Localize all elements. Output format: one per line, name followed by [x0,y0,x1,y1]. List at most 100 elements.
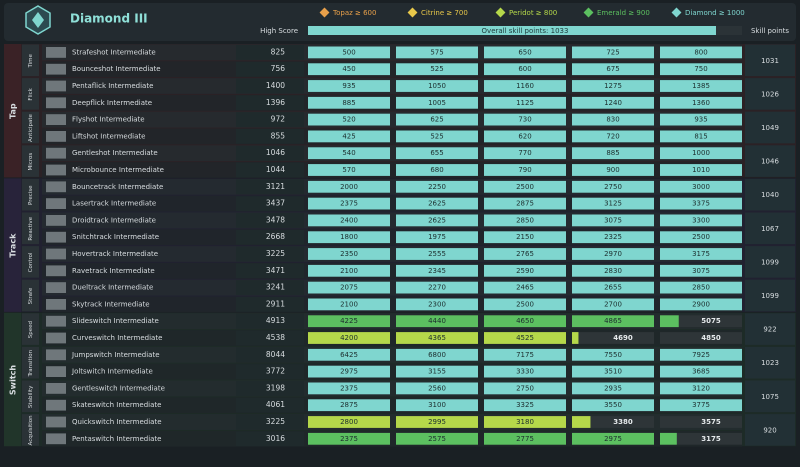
high-score-cell [236,162,304,178]
threshold: 5075 [701,317,721,325]
subgroup-strip [22,380,39,413]
threshold: 2995 [428,418,446,426]
threshold: 2975 [604,435,622,443]
row-bg [42,44,742,61]
threshold: 2100 [340,300,358,308]
threshold-fill [572,382,654,395]
threshold: 790 [518,166,531,174]
threshold: 2150 [516,233,534,241]
threshold-fill [308,113,390,126]
threshold-fill [660,348,742,361]
high-score-cell [236,431,304,447]
high-score: 1400 [266,81,285,90]
threshold-fill [396,96,478,109]
subgroup-label: Micros [28,153,34,171]
threshold: 885 [606,149,619,157]
threshold: 935 [342,82,355,90]
row-bg [42,61,742,78]
threshold-fill [308,298,390,311]
scenario-name: Lasertrack Intermediate [72,200,156,208]
threshold-fill [572,46,654,59]
threshold: 2625 [428,200,446,208]
threshold-fill [484,80,566,92]
high-score: 4061 [266,400,285,409]
subgroup-label: Acquisition [28,415,34,446]
threshold: 2830 [604,267,622,275]
threshold-fill [572,130,654,143]
threshold-fill [660,399,742,412]
scenario-name: Deepflick Intermediate [72,99,152,107]
threshold: 885 [342,99,355,107]
threshold: 520 [342,116,355,124]
high-score: 3437 [266,199,285,208]
high-score-cell [236,129,304,144]
threshold: 525 [430,132,443,140]
scenario-name: Liftshot Intermediate [72,132,145,140]
threshold-fill [484,315,566,328]
threshold: 4865 [604,317,622,325]
skill-points: 1046 [761,158,779,166]
skill-points-cell [745,212,795,245]
threshold: 1360 [692,99,710,107]
threshold-fill [572,264,654,277]
threshold-fill [484,164,566,176]
threshold: 4650 [516,317,534,325]
threshold: 3380 [613,418,633,426]
threshold-fill [308,231,390,244]
high-score: 3121 [266,182,285,191]
high-score-cell [236,246,304,262]
row-bg [42,414,742,430]
threshold-fill [308,130,390,143]
scenario-icon [46,164,66,176]
scenario-icon [46,416,66,428]
threshold-fill [484,248,566,260]
high-score: 2911 [266,299,285,308]
high-score: 3198 [266,383,285,392]
threshold: 3100 [428,401,446,409]
threshold: 3155 [428,368,446,376]
high-score-cell [236,213,304,228]
rank-label: Citrine ≥ 700 [421,9,468,17]
row-bg [42,430,742,447]
threshold-fill [660,130,742,143]
subgroup-strip [22,178,39,211]
threshold: 3550 [604,401,622,409]
high-score: 1396 [266,98,285,107]
threshold-fill [396,147,478,160]
threshold-fill [572,197,654,210]
high-score: 3016 [266,434,285,443]
threshold-fill [572,298,654,311]
threshold-fill [572,63,654,76]
high-score-cell [236,397,304,413]
threshold: 3075 [604,216,622,224]
high-score-cell [236,297,304,312]
threshold: 2500 [692,233,710,241]
row-bg [42,296,742,313]
threshold: 3575 [701,418,721,426]
threshold-fill [660,63,742,76]
skill-points: 1040 [761,191,779,199]
threshold: 3120 [692,384,710,392]
threshold-fill [308,332,390,344]
threshold-fill [396,248,478,260]
skill-points: 1049 [761,124,779,132]
threshold: 1385 [692,82,710,90]
subgroup-strip [22,414,39,446]
threshold-fill [308,399,390,412]
threshold: 3330 [516,368,534,376]
subgroup-label: Flick [28,87,34,100]
scenario-name: Strafeshot Intermediate [72,48,156,56]
threshold: 3300 [692,216,710,224]
high-score-cell [236,381,304,396]
threshold-fill [660,315,679,328]
threshold: 770 [518,149,531,157]
threshold-fill [308,180,390,193]
skill-points: 1075 [761,393,779,401]
threshold-fill [660,231,742,244]
threshold: 900 [606,166,619,174]
scenario-name: Bounceshot Intermediate [72,65,161,73]
threshold-fill [660,147,742,160]
threshold-fill [484,416,566,428]
threshold-fill [308,416,390,428]
threshold-fill [484,180,566,193]
